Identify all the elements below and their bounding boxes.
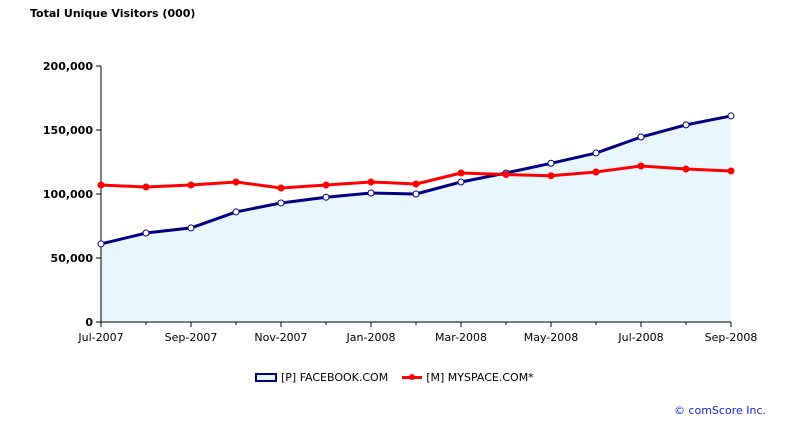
myspace-point: [277, 184, 285, 192]
facebook-point: [142, 229, 150, 237]
y-tick-label: 200,000: [43, 60, 93, 73]
facebook-point: [322, 193, 330, 201]
facebook-point: [457, 178, 465, 186]
legend: [P] FACEBOOK.COM [M] MYSPACE.COM*: [255, 371, 534, 384]
myspace-point: [592, 168, 600, 176]
x-tick-label: Jul-2008: [617, 331, 663, 344]
facebook-point: [637, 133, 645, 141]
legend-swatch-facebook: [255, 373, 277, 382]
myspace-point: [682, 165, 690, 173]
x-tick-label: Jan-2008: [346, 331, 396, 344]
facebook-point: [367, 189, 375, 197]
legend-swatch-myspace: [402, 374, 423, 380]
x-tick-label: Mar-2008: [435, 331, 487, 344]
facebook-point: [412, 190, 420, 198]
myspace-point: [457, 169, 465, 177]
facebook-point: [232, 208, 240, 216]
facebook-point: [682, 121, 690, 129]
y-tick-label: 50,000: [51, 252, 94, 265]
x-tick-label: Sep-2007: [165, 331, 218, 344]
y-tick-label: 0: [85, 316, 93, 329]
myspace-point: [367, 178, 375, 186]
x-tick-label: Nov-2007: [254, 331, 307, 344]
myspace-point: [97, 181, 105, 189]
y-tick-label: 150,000: [43, 124, 93, 137]
legend-label-facebook: [P] FACEBOOK.COM: [281, 371, 389, 384]
legend-label-myspace: [M] MYSPACE.COM*: [426, 371, 534, 384]
myspace-point: [547, 172, 555, 180]
legend-item-facebook[interactable]: [P] FACEBOOK.COM: [255, 371, 388, 384]
myspace-point: [142, 183, 150, 191]
facebook-point: [97, 240, 105, 248]
myspace-point: [232, 178, 240, 186]
y-tick-label: 100,000: [43, 188, 93, 201]
myspace-point: [502, 171, 510, 179]
x-tick-label: Jul-2007: [77, 331, 123, 344]
copyright-credit: © comScore Inc.: [673, 404, 766, 417]
myspace-point: [412, 180, 420, 188]
facebook-point: [592, 149, 600, 157]
x-tick-label: May-2008: [524, 331, 579, 344]
myspace-point: [322, 181, 330, 189]
myspace-point: [727, 167, 735, 175]
facebook-area: [101, 115, 731, 322]
x-tick-label: Sep-2008: [705, 331, 758, 344]
myspace-point: [187, 181, 195, 189]
facebook-point: [727, 112, 735, 120]
facebook-point: [187, 224, 195, 232]
facebook-point: [547, 159, 555, 167]
facebook-point: [277, 199, 285, 207]
chart-title: Total Unique Visitors (000): [30, 7, 196, 20]
myspace-point: [637, 162, 645, 170]
legend-item-myspace[interactable]: [M] MYSPACE.COM*: [402, 371, 534, 384]
